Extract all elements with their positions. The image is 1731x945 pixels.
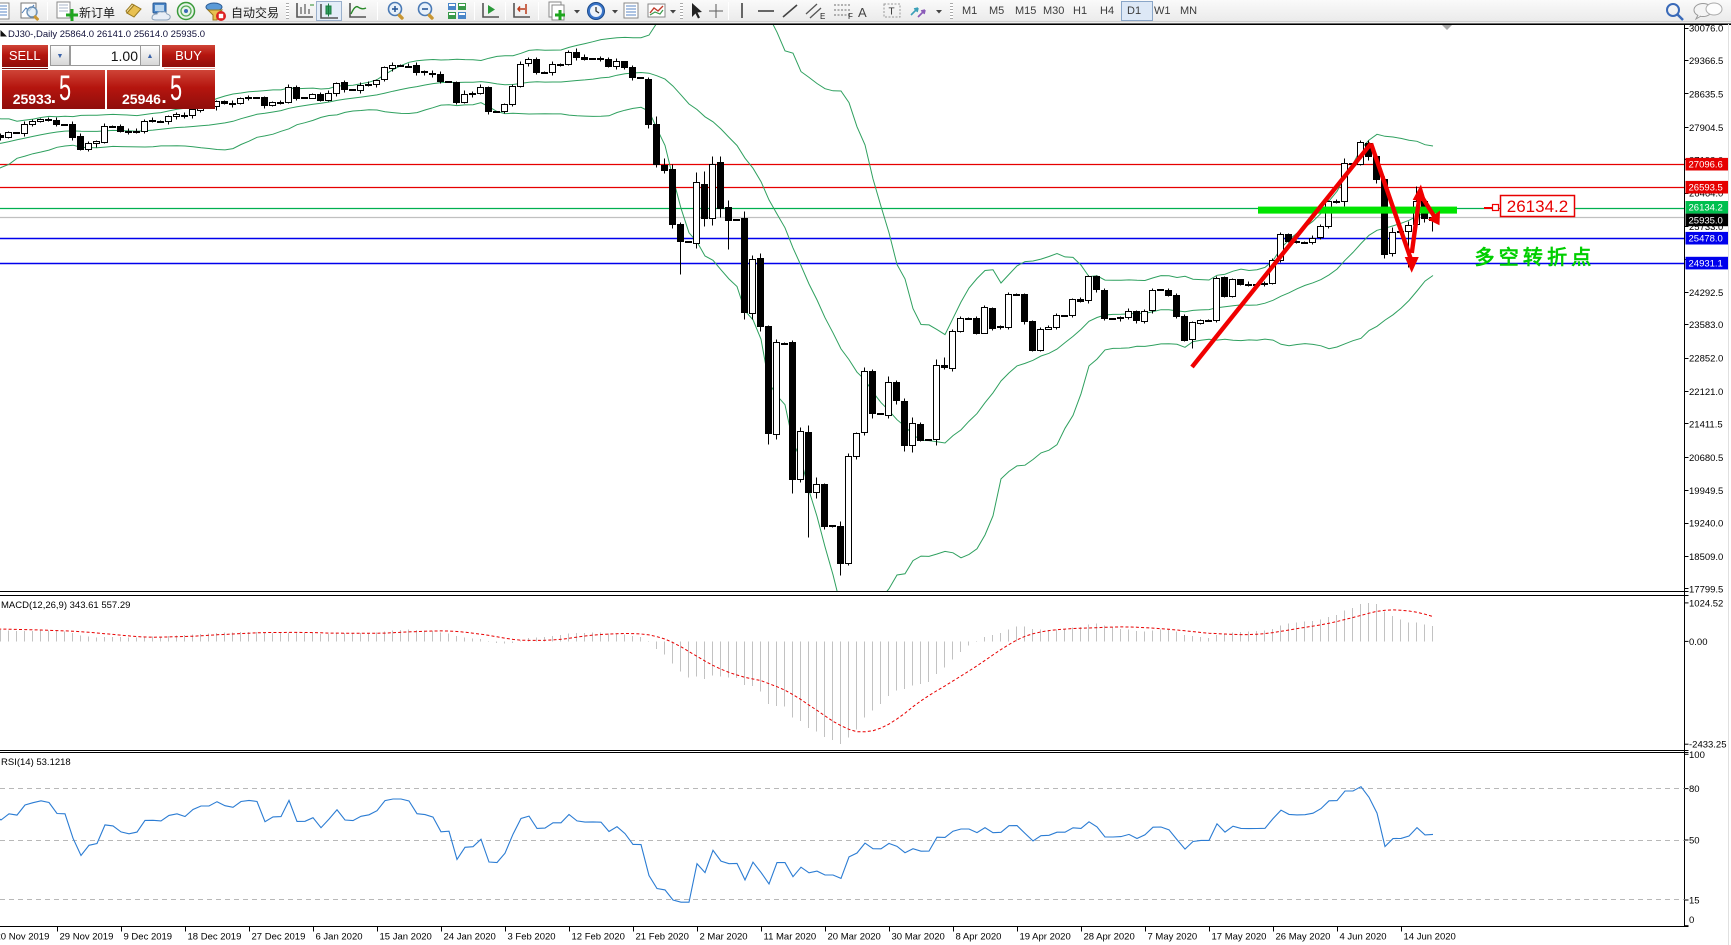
svg-text:26134.2: 26134.2 (1507, 197, 1568, 216)
svg-text:20680.5: 20680.5 (1689, 453, 1723, 464)
svg-text:18 Dec 2019: 18 Dec 2019 (188, 932, 242, 943)
svg-text:12 Feb 2020: 12 Feb 2020 (572, 932, 625, 943)
svg-text:29 Nov 2019: 29 Nov 2019 (60, 932, 114, 943)
svg-text:100: 100 (1689, 750, 1705, 761)
svg-text:T: T (889, 7, 895, 18)
svg-text:17 May 2020: 17 May 2020 (1212, 932, 1267, 943)
svg-text:28635.5: 28635.5 (1689, 90, 1723, 101)
svg-text:50: 50 (1689, 836, 1700, 847)
svg-text:21411.5: 21411.5 (1689, 419, 1723, 430)
svg-text:8 Apr 2020: 8 Apr 2020 (956, 932, 1002, 943)
svg-text:29366.5: 29366.5 (1689, 56, 1723, 67)
svg-text:19240.0: 19240.0 (1689, 519, 1723, 530)
svg-text:F: F (848, 12, 853, 21)
svg-text:23583.0: 23583.0 (1689, 320, 1723, 331)
svg-text:28 Apr 2020: 28 Apr 2020 (1084, 932, 1135, 943)
svg-text:30 Mar 2020: 30 Mar 2020 (892, 932, 945, 943)
svg-text:30076.0: 30076.0 (1689, 24, 1723, 35)
svg-text:0: 0 (1689, 915, 1694, 926)
svg-text:RSI(14) 53.1218: RSI(14) 53.1218 (1, 757, 71, 768)
svg-text:0.00: 0.00 (1689, 637, 1708, 648)
svg-text:7 May 2020: 7 May 2020 (1148, 932, 1198, 943)
svg-text:22852.0: 22852.0 (1689, 354, 1723, 365)
svg-text:22121.0: 22121.0 (1689, 387, 1723, 398)
svg-text:14 Jun 2020: 14 Jun 2020 (1404, 932, 1456, 943)
svg-text:4 Jun 2020: 4 Jun 2020 (1340, 932, 1387, 943)
svg-text:26464.0: 26464.0 (1689, 189, 1723, 200)
svg-text:MACD(12,26,9) 343.61 557.29: MACD(12,26,9) 343.61 557.29 (1, 600, 130, 611)
svg-text:20 Mar 2020: 20 Mar 2020 (828, 932, 881, 943)
svg-text:6 Jan 2020: 6 Jan 2020 (316, 932, 363, 943)
svg-text:19949.5: 19949.5 (1689, 486, 1723, 497)
svg-text:DJ30-,Daily 25864.0 26141.0 2: DJ30-,Daily 25864.0 26141.0 25614.0 2593… (8, 29, 205, 40)
svg-text:24 Jan 2020: 24 Jan 2020 (444, 932, 496, 943)
svg-text:25733.0: 25733.0 (1689, 222, 1723, 233)
svg-text:27 Dec 2019: 27 Dec 2019 (252, 932, 306, 943)
svg-text:26134.2: 26134.2 (1689, 203, 1723, 214)
svg-text:多空转折点: 多空转折点 (1475, 245, 1596, 269)
svg-text:18509.0: 18509.0 (1689, 552, 1723, 563)
svg-text:E: E (820, 12, 825, 21)
svg-text:21 Feb 2020: 21 Feb 2020 (636, 932, 689, 943)
svg-text:27096.6: 27096.6 (1689, 160, 1723, 171)
svg-text:19 Apr 2020: 19 Apr 2020 (1020, 932, 1071, 943)
svg-text:26593.5: 26593.5 (1689, 183, 1723, 194)
svg-text:27904.5: 27904.5 (1689, 123, 1723, 134)
svg-text:80: 80 (1689, 784, 1700, 795)
svg-text:24292.5: 24292.5 (1689, 288, 1723, 299)
svg-text:-2433.25: -2433.25 (1689, 740, 1727, 751)
svg-text:11 Mar 2020: 11 Mar 2020 (764, 932, 817, 943)
svg-text:2 Mar 2020: 2 Mar 2020 (700, 932, 748, 943)
svg-text:15 Jan 2020: 15 Jan 2020 (380, 932, 432, 943)
svg-text:26 May 2020: 26 May 2020 (1276, 932, 1331, 943)
svg-text:9 Dec 2019: 9 Dec 2019 (124, 932, 173, 943)
svg-text:25935.0: 25935.0 (1689, 215, 1723, 226)
svg-text:25478.0: 25478.0 (1689, 234, 1723, 245)
svg-text:15: 15 (1689, 896, 1700, 907)
svg-text:17799.5: 17799.5 (1689, 584, 1723, 595)
svg-text:20 Nov 2019: 20 Nov 2019 (0, 932, 49, 943)
svg-text:1024.52: 1024.52 (1689, 598, 1723, 609)
svg-text:3 Feb 2020: 3 Feb 2020 (508, 932, 556, 943)
svg-text:24931.1: 24931.1 (1689, 259, 1723, 270)
